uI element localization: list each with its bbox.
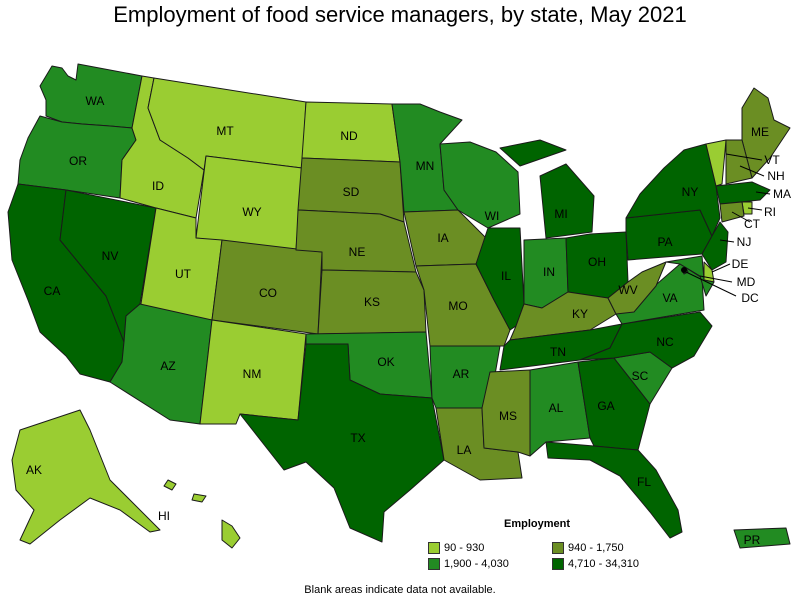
state-fl[interactable] — [545, 441, 683, 539]
label-ne: NE — [349, 245, 366, 259]
state-ma[interactable] — [715, 181, 771, 205]
label-tn: TN — [550, 345, 566, 359]
label-wa: WA — [86, 94, 105, 108]
label-mn: MN — [416, 159, 435, 173]
label-co: CO — [259, 286, 277, 300]
label-wi: WI — [485, 209, 500, 223]
state-hi[interactable] — [163, 479, 241, 549]
label-nc: NC — [656, 335, 674, 349]
legend-label: 90 - 930 — [444, 542, 485, 554]
legend-label: 940 - 1,750 — [568, 542, 624, 554]
label-me: ME — [751, 125, 769, 139]
legend-title: Employment — [504, 518, 571, 530]
state-il[interactable] — [475, 227, 525, 331]
label-ok: OK — [377, 355, 394, 369]
label-pa: PA — [657, 235, 672, 249]
label-sd: SD — [343, 185, 360, 199]
state-wi[interactable] — [439, 141, 521, 229]
label-va: VA — [662, 291, 677, 305]
legend-swatch — [428, 558, 440, 570]
label-md: MD — [737, 275, 756, 289]
label-nm: NM — [243, 367, 262, 381]
state-ny[interactable] — [625, 143, 721, 237]
footnote: Blank areas indicate data not available. — [304, 584, 496, 596]
label-fl: FL — [637, 475, 651, 489]
legend-label: 1,900 - 4,030 — [444, 558, 509, 570]
label-wy: WY — [242, 205, 261, 219]
state-nh[interactable] — [725, 139, 753, 185]
state-mi[interactable] — [499, 139, 595, 239]
label-ar: AR — [453, 367, 470, 381]
state-pr[interactable] — [733, 527, 791, 549]
label-nd: ND — [340, 129, 358, 143]
label-ny: NY — [682, 185, 699, 199]
label-vt: VT — [764, 153, 780, 167]
label-mi: MI — [554, 207, 567, 221]
label-ct: CT — [744, 217, 761, 231]
legend-swatch — [552, 542, 564, 554]
state-vt[interactable] — [705, 139, 727, 187]
legend-item: 4,710 - 34,310 — [552, 558, 676, 570]
label-dc: DC — [741, 291, 759, 305]
state-nc[interactable] — [579, 311, 713, 369]
label-or: OR — [69, 154, 87, 168]
legend-label: 4,710 - 34,310 — [568, 558, 639, 570]
state-wy[interactable] — [195, 155, 303, 251]
label-ky: KY — [572, 307, 588, 321]
label-nh: NH — [767, 169, 784, 183]
label-id: ID — [152, 179, 164, 193]
label-ca: CA — [44, 284, 61, 298]
legend-swatch — [428, 542, 440, 554]
state-al[interactable] — [529, 361, 591, 457]
legend-item: 1,900 - 4,030 — [428, 558, 552, 570]
label-nv: NV — [102, 249, 119, 263]
state-ak[interactable] — [11, 409, 161, 545]
label-ks: KS — [364, 295, 380, 309]
label-ga: GA — [597, 399, 614, 413]
label-ri: RI — [764, 205, 776, 219]
legend: Employment 90 - 930 940 - 1,750 1,900 - … — [428, 518, 678, 570]
label-sc: SC — [632, 369, 649, 383]
legend-item: 940 - 1,750 — [552, 542, 676, 554]
label-il: IL — [501, 269, 511, 283]
state-wv[interactable] — [607, 261, 667, 315]
label-ms: MS — [499, 409, 517, 423]
legend-swatch — [552, 558, 564, 570]
state-nj[interactable] — [701, 221, 729, 271]
northeast-callouts: VT NH MA RI CT NJ DE MD DC — [681, 153, 791, 305]
label-mo: MO — [448, 299, 467, 313]
label-ak: AK — [26, 463, 42, 477]
legend-item: 90 - 930 — [428, 542, 552, 554]
state-tx[interactable] — [239, 343, 445, 543]
label-nj: NJ — [737, 235, 752, 249]
label-de: DE — [732, 257, 749, 271]
label-hi: HI — [158, 509, 170, 523]
label-ia: IA — [437, 231, 448, 245]
label-ma: MA — [773, 187, 791, 201]
state-ks[interactable] — [317, 269, 427, 335]
state-md[interactable] — [665, 255, 715, 297]
legend-grid: 90 - 930 940 - 1,750 1,900 - 4,030 4,710… — [428, 542, 678, 570]
label-al: AL — [549, 401, 564, 415]
label-az: AZ — [160, 359, 175, 373]
label-mt: MT — [216, 124, 234, 138]
label-la: LA — [457, 443, 472, 457]
label-oh: OH — [588, 255, 606, 269]
label-in: IN — [543, 265, 555, 279]
label-pr: PR — [744, 533, 761, 547]
map-title: Employment of food service managers, by … — [113, 2, 687, 27]
label-ut: UT — [175, 267, 192, 281]
label-tx: TX — [350, 431, 365, 445]
label-wv: WV — [618, 283, 637, 297]
